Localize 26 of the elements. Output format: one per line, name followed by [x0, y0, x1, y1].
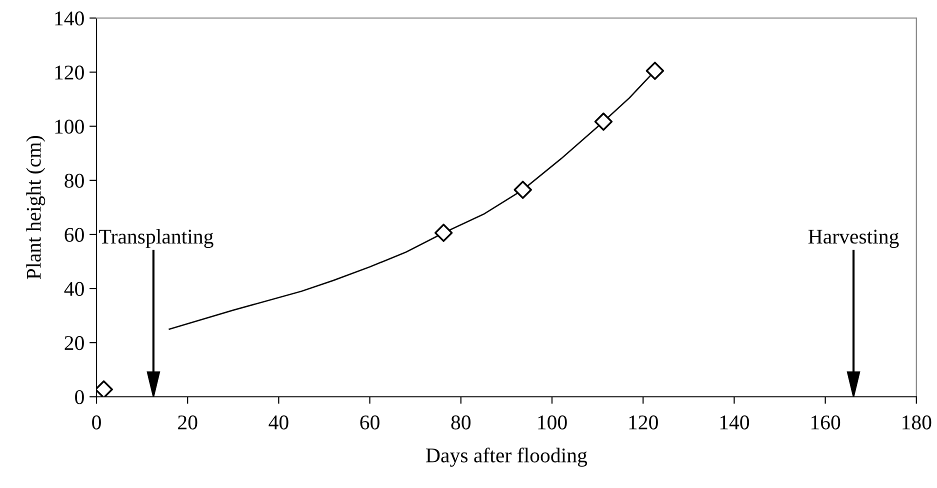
y-tick-label: 140 — [55, 11, 84, 26]
y-tick-label: 20 — [64, 336, 84, 350]
x-tick-label: 40 — [268, 415, 288, 430]
x-tick-label: 140 — [720, 415, 750, 430]
point — [434, 224, 453, 242]
y-tick-label: 60 — [64, 228, 84, 242]
point — [514, 180, 532, 199]
y-tick-label: 0 — [75, 390, 84, 404]
x-tick-label: 160 — [811, 415, 840, 430]
y-tick-label: 120 — [55, 66, 84, 80]
x-axis-title: Days after flooding — [426, 448, 588, 467]
ref-line-label: Harvesting — [808, 230, 899, 248]
y-tick-label: 100 — [55, 120, 84, 134]
x-tick-label: 60 — [360, 415, 380, 430]
x-tick-label: 20 — [178, 415, 198, 430]
x-tick-label: 0 — [92, 415, 101, 430]
point — [594, 112, 613, 131]
x-tick-label: 180 — [902, 415, 932, 430]
x-tick-label: 100 — [538, 415, 567, 430]
y-tick-label: 40 — [64, 282, 84, 296]
x-tick-label: 80 — [451, 415, 471, 430]
x-tick-label: 120 — [629, 415, 658, 430]
point — [646, 62, 664, 80]
y-axis-title: Plant height (cm) — [26, 136, 46, 280]
y-tick-label: 80 — [64, 174, 84, 188]
ref-line-label: Transplanting — [99, 229, 214, 248]
